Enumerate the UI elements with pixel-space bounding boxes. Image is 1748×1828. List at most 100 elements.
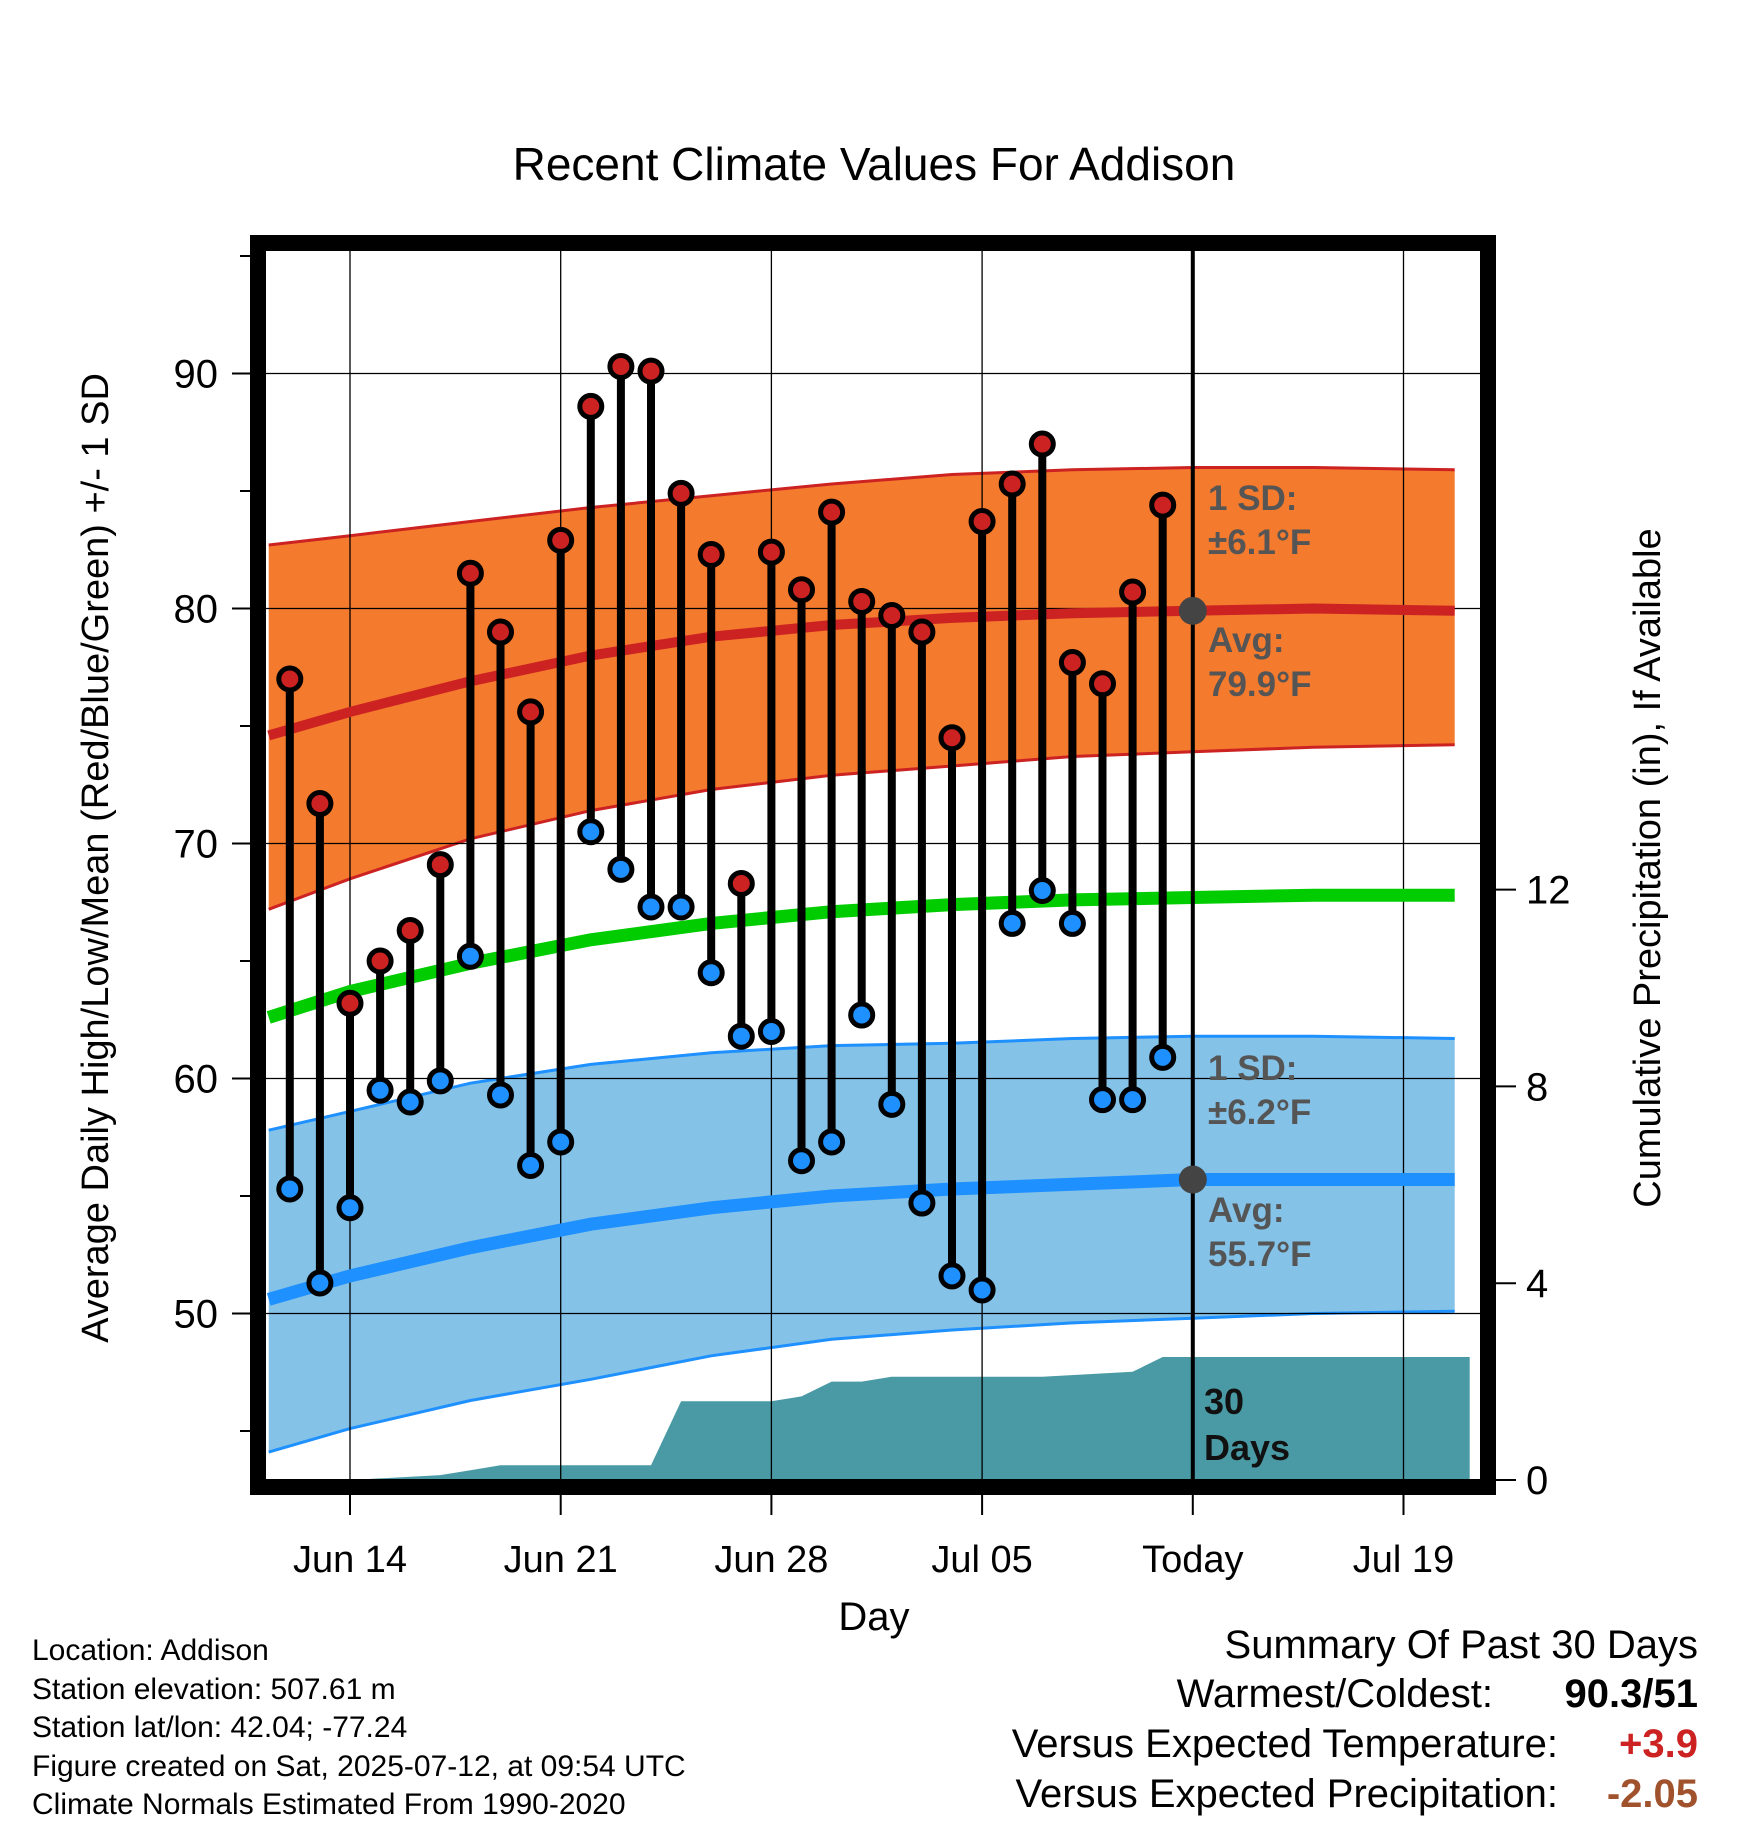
y2-tick-label: 8: [1526, 1065, 1548, 1109]
elevation-text: Station elevation: 507.61 m: [32, 1672, 396, 1706]
daily-high-point: [1028, 430, 1056, 458]
days-label-word: Days: [1204, 1427, 1290, 1468]
temp-label: Versus Expected Temperature:: [1011, 1722, 1558, 1766]
low-sd-heading: 1 SD:: [1208, 1049, 1297, 1088]
y-tick-label: 60: [174, 1058, 219, 1102]
daily-high-point: [697, 540, 725, 568]
low-avg-heading: Avg:: [1208, 1191, 1284, 1230]
daily-high-point: [1119, 578, 1147, 606]
daily-low-point: [336, 1194, 364, 1222]
latlon-text: Station lat/lon: 42.04; -77.24: [32, 1711, 408, 1744]
daily-high-point: [637, 357, 665, 385]
daily-low-point: [727, 1022, 755, 1050]
warmest-label: Warmest/Coldest:: [1176, 1672, 1493, 1716]
y-tick-label: 50: [174, 1293, 219, 1337]
daily-high-point: [998, 470, 1026, 498]
daily-low-point: [607, 855, 635, 883]
daily-low-point: [396, 1088, 424, 1116]
daily-low-point: [667, 893, 695, 921]
daily-high-point: [306, 790, 334, 818]
daily-low-point: [547, 1128, 575, 1156]
daily-low-point: [426, 1067, 454, 1095]
y-tick-label: 70: [174, 823, 219, 867]
daily-low-point: [577, 818, 605, 846]
warmest-value: 90.3/51: [1564, 1672, 1698, 1716]
precip-label: Versus Expected Precipitation:: [1015, 1772, 1558, 1816]
summary-panel: Summary Of Past 30 Days Warmest/Coldest:…: [1012, 1620, 1698, 1822]
daily-high-point: [547, 526, 575, 554]
daily-high-point: [757, 538, 785, 566]
daily-low-point: [1149, 1043, 1177, 1071]
daily-low-point: [1089, 1086, 1116, 1114]
low-band-lower-edge: [268, 1309, 1455, 1454]
daily-high-point: [727, 869, 755, 897]
daily-high-point: [788, 576, 815, 604]
y2-tick-label: 12: [1526, 869, 1571, 913]
daily-low-point: [848, 1001, 876, 1029]
y-tick-label: 90: [174, 353, 219, 397]
y2-tick-label: 4: [1526, 1262, 1548, 1306]
daily-high-point: [1058, 649, 1086, 677]
daily-high-point: [426, 851, 454, 879]
daily-low-point: [757, 1018, 785, 1045]
x-tick-label: Jun 14: [293, 1539, 407, 1581]
x-tick-label: Jul 19: [1353, 1539, 1454, 1581]
daily-high-point: [396, 916, 424, 944]
daily-low-point: [306, 1269, 334, 1297]
summary-row-warmest: Warmest/Coldest: 90.3/51: [1012, 1672, 1698, 1722]
low-sd-value: ±6.2°F: [1208, 1093, 1311, 1132]
high-sd-value: ±6.1°F: [1208, 523, 1311, 562]
daily-low-point: [366, 1076, 394, 1104]
daily-high-point: [577, 392, 605, 420]
plot-frame: [250, 235, 1496, 1495]
daily-high-point: [276, 665, 304, 693]
precipitation-area: [268, 1357, 1470, 1480]
daily-high-point: [1149, 491, 1177, 519]
daily-low-point: [517, 1151, 545, 1179]
daily-high-point: [818, 498, 846, 526]
y-tick-label: 80: [174, 588, 219, 632]
daily-high-point: [456, 559, 484, 587]
daily-low-point: [938, 1262, 966, 1290]
high-band-upper-edge: [268, 466, 1455, 547]
daily-high-point: [908, 618, 936, 646]
x-tick-label: Today: [1142, 1539, 1243, 1581]
summary-row-precip: Versus Expected Precipitation: -2.05: [1012, 1772, 1698, 1822]
daily-low-point: [818, 1128, 846, 1156]
daily-high-point: [1089, 670, 1116, 698]
daily-low-point: [1028, 877, 1056, 904]
daily-low-point: [968, 1276, 996, 1304]
today-low-avg-marker: [1178, 1165, 1207, 1194]
days-label-number: 30: [1204, 1381, 1244, 1422]
high-sd-heading: 1 SD:: [1208, 479, 1297, 518]
summary-row-temp: Versus Expected Temperature: +3.9: [1012, 1722, 1698, 1772]
daily-low-point: [1119, 1086, 1147, 1114]
daily-low-point: [276, 1175, 304, 1203]
low-avg-value: 55.7°F: [1208, 1235, 1312, 1274]
high-avg-heading: Avg:: [1208, 621, 1284, 660]
daily-high-point: [336, 989, 364, 1017]
daily-high-point: [938, 724, 966, 752]
today-high-avg-marker: [1178, 596, 1207, 625]
chart-title: Recent Climate Values For Addison: [513, 138, 1236, 190]
daily-high-point: [878, 602, 906, 630]
daily-low-point: [998, 909, 1026, 937]
location-text: Location: Addison: [32, 1634, 269, 1667]
created-text: Figure created on Sat, 2025-07-12, at 09…: [32, 1749, 686, 1783]
y2-tick-label: 0: [1526, 1459, 1548, 1503]
temp-value: +3.9: [1619, 1722, 1698, 1766]
daily-low-point: [637, 893, 665, 921]
y2-axis-label: Cumulative Precipitation (in), If Availa…: [1627, 528, 1669, 1207]
daily-high-point: [517, 698, 545, 726]
daily-low-point: [908, 1189, 936, 1217]
daily-high-point: [968, 508, 996, 536]
daily-low-point: [456, 942, 484, 970]
high-avg-value: 79.9°F: [1208, 665, 1312, 704]
daily-high-point: [848, 587, 876, 615]
daily-low-point: [697, 959, 725, 987]
normal-low-line: [266, 1173, 1455, 1306]
precip-value: -2.05: [1606, 1772, 1698, 1816]
station-info: Location: Addison Station elevation: 507…: [32, 1632, 686, 1825]
x-tick-label: Jun 28: [714, 1539, 828, 1581]
x-axis-label: Day: [838, 1595, 909, 1639]
